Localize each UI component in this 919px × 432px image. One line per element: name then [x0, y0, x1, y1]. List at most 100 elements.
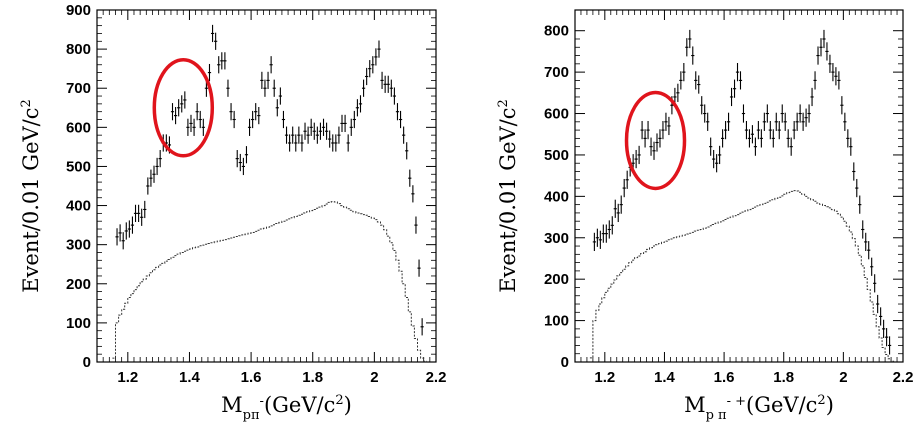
- x-tick-label: 1.2: [117, 369, 138, 386]
- data-point: [355, 99, 360, 117]
- data-point: [774, 112, 778, 131]
- y-axis-title-text: Event/0.01 GeV/c: [19, 107, 43, 292]
- background-histogram: [112, 201, 427, 362]
- data-point: [291, 126, 295, 144]
- data-point: [771, 129, 775, 148]
- data-point: [417, 259, 421, 277]
- data-point: [334, 134, 338, 152]
- data-point: [637, 145, 641, 165]
- data-point: [315, 126, 319, 144]
- data-point: [137, 204, 141, 222]
- x-axis-title-subscript: p π: [706, 408, 727, 423]
- data-point: [783, 112, 787, 131]
- x-axis-title-unit-close: ): [344, 393, 352, 417]
- y-tick-label: 600: [544, 106, 569, 123]
- data-point: [768, 120, 772, 140]
- data-point: [158, 150, 162, 168]
- x-axis-title-superscript: -: [260, 394, 264, 409]
- data-point: [709, 137, 713, 156]
- panel-left: 0 100 200 300 400 500 600 700 800 900 1.2 1.4 1.6 1.8…: [19, 2, 446, 423]
- data-point: [837, 71, 841, 90]
- data-point: [715, 154, 719, 173]
- data-point: [284, 126, 289, 144]
- y-axis-title-exponent: 2: [19, 99, 34, 107]
- data-point: [198, 110, 202, 129]
- data-point: [321, 118, 326, 136]
- data-point: [254, 103, 258, 121]
- y-tick-label: 300: [66, 237, 91, 254]
- x-axis-title-unit-exponent: 2: [335, 393, 343, 408]
- data-point: [189, 114, 193, 133]
- data-point: [133, 204, 138, 222]
- data-point: [152, 165, 156, 183]
- data-point: [405, 142, 409, 160]
- data-point: [324, 122, 329, 140]
- data-point: [864, 232, 868, 252]
- data-point: [297, 126, 301, 144]
- data-point: [278, 87, 282, 105]
- highlight-ellipse: [152, 58, 215, 158]
- data-point: [386, 75, 390, 93]
- data-point: [251, 110, 255, 129]
- data-point: [807, 104, 811, 123]
- data-point: [420, 318, 424, 336]
- data-point: [652, 141, 656, 160]
- data-point: [402, 126, 406, 144]
- data-point: [260, 71, 264, 90]
- data-point: [688, 29, 692, 49]
- data-point: [183, 91, 187, 109]
- y-tick-label: 400: [544, 188, 569, 205]
- data-point: [220, 52, 224, 70]
- data-point: [130, 216, 135, 234]
- data-point: [127, 220, 131, 238]
- data-point: [180, 95, 184, 113]
- data-point: [275, 99, 279, 117]
- data-point: [819, 38, 823, 57]
- data-point: [685, 38, 689, 57]
- data-point: [721, 129, 725, 148]
- data-point: [619, 195, 623, 214]
- data-point: [732, 79, 737, 98]
- data-point: [843, 112, 847, 131]
- data-point: [887, 336, 892, 355]
- data-point: [312, 122, 316, 140]
- data-point: [691, 46, 695, 65]
- data-point: [272, 79, 276, 97]
- data-point: [368, 60, 372, 78]
- data-point: [380, 71, 384, 90]
- data-point: [115, 228, 119, 246]
- x-axis-title: Mp π- +(GeV/c2): [684, 393, 834, 423]
- data-point: [667, 116, 671, 136]
- data-point: [735, 63, 740, 82]
- data-point: [747, 129, 752, 148]
- data-point: [177, 99, 181, 117]
- data-point: [646, 120, 650, 140]
- x-tick-label: 1.2: [594, 369, 615, 386]
- data-point: [610, 216, 614, 235]
- data-point: [358, 95, 363, 113]
- data-point: [634, 149, 638, 169]
- data-point: [822, 29, 826, 49]
- data-point: [244, 146, 249, 164]
- x-tick-label: 2.2: [893, 369, 914, 386]
- y-tick-label: 100: [66, 315, 91, 332]
- data-point: [595, 228, 599, 247]
- data-point: [873, 274, 877, 293]
- y-tick-label: 600: [66, 119, 91, 136]
- y-tick-label: 0: [561, 354, 569, 371]
- data-point: [870, 257, 874, 276]
- y-tick-label: 800: [66, 41, 91, 58]
- data-point: [411, 185, 415, 203]
- data-point: [143, 200, 147, 219]
- data-point: [266, 71, 270, 90]
- data-point: [140, 208, 144, 226]
- data-point: [238, 153, 242, 172]
- data-point: [192, 118, 196, 136]
- y-tick-label: 0: [83, 354, 91, 371]
- data-point: [288, 134, 292, 152]
- data-point: [694, 71, 698, 90]
- data-point: [756, 120, 760, 140]
- data-point: [849, 137, 853, 156]
- x-axis-title-unit-close: ): [826, 393, 834, 417]
- y-tick-label: 300: [544, 230, 569, 247]
